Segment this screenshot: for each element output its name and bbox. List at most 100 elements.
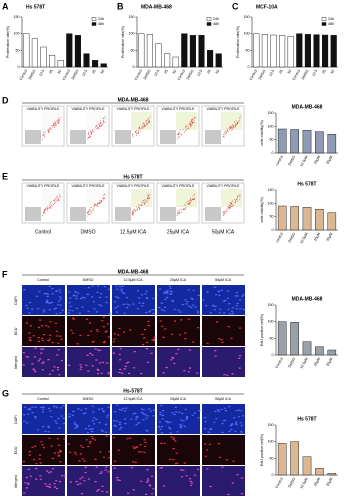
profile-label: VIABILITY PROFILE — [71, 184, 105, 188]
panel-letter: D — [2, 95, 9, 105]
y-tick-label: 150 — [244, 15, 250, 19]
y-tick-label: 0 — [133, 65, 135, 69]
y-axis-label: EdU positive cell(%) — [260, 314, 264, 346]
flow-dots — [132, 194, 151, 216]
gate-green — [41, 189, 62, 207]
legend-swatch — [91, 22, 97, 26]
profile-label: VIABILITY PROFILE — [116, 184, 150, 188]
x-tick-label: DMSO — [287, 155, 296, 167]
y-tick-label: 150 — [129, 15, 135, 19]
flow-dots — [132, 116, 151, 138]
bar — [327, 134, 337, 154]
cells — [159, 467, 200, 487]
x-tick-label: 12.5μM — [299, 232, 308, 244]
gate-green — [41, 112, 62, 130]
x-tick-label: 50 — [287, 69, 292, 74]
cells — [23, 467, 66, 494]
micro-image — [157, 316, 200, 346]
y-tick-label: 50 — [246, 48, 250, 52]
legend-swatch — [321, 17, 327, 21]
gate-grey — [205, 130, 221, 144]
panel-letter: G — [2, 388, 9, 398]
gate-grey — [25, 130, 41, 144]
x-tick-label: DMSO — [28, 69, 37, 81]
cells — [67, 285, 111, 315]
cells — [206, 321, 242, 344]
x-tick-label: 12.5 — [38, 69, 45, 77]
gate-grey — [205, 207, 221, 221]
panel-letter: B — [117, 1, 124, 11]
cells — [68, 405, 110, 434]
cells — [69, 466, 110, 495]
bar — [302, 341, 312, 356]
gate-green — [131, 189, 152, 207]
bar — [279, 35, 286, 68]
x-tick-label: DMSO — [258, 69, 267, 81]
gate-grey — [70, 130, 86, 144]
chart-title: MDA-MB-468 — [292, 104, 323, 110]
x-tick-label: Control — [292, 69, 301, 81]
cells — [22, 437, 66, 465]
cells — [157, 405, 201, 434]
legend-label: 48h — [328, 22, 334, 26]
bar — [66, 33, 73, 68]
chart-title: Hs 578T — [26, 4, 45, 10]
bar — [31, 38, 38, 68]
x-tick-label: 12.5 — [196, 69, 203, 77]
y-tick-label: 100 — [244, 32, 250, 36]
bar — [302, 456, 312, 476]
panel-letter: F — [2, 269, 8, 279]
x-tick-label: DMSO — [71, 69, 80, 81]
profile-label: VIABILITY PROFILE — [116, 107, 150, 111]
cells — [113, 285, 155, 315]
column-label: 25μM ICA — [170, 278, 187, 282]
gate-green — [86, 112, 107, 130]
x-tick-label: Control — [62, 69, 71, 81]
bar — [83, 53, 90, 68]
cells — [23, 405, 66, 433]
profile-label: VIABILITY PROFILE — [71, 107, 105, 111]
y-tick-label: 0 — [18, 65, 20, 69]
micro-image — [22, 435, 65, 465]
y-tick-label: 50 — [131, 48, 135, 52]
micro-image — [202, 435, 245, 465]
row-label: EDU — [14, 327, 18, 335]
y-tick-label: 50 — [270, 336, 274, 340]
bar — [164, 53, 171, 68]
y-tick-label: 0 — [272, 353, 274, 357]
legend-swatch — [206, 17, 212, 21]
cells — [112, 348, 153, 375]
bar — [270, 34, 277, 68]
y-tick-label: 150 — [268, 423, 274, 427]
bar — [290, 206, 299, 231]
y-axis-label: cells viability(%) — [260, 120, 264, 146]
column-label: 50μM ICA — [215, 278, 232, 282]
bar — [138, 33, 145, 68]
gate-grey — [160, 130, 176, 144]
x-tick-label: 50 — [100, 69, 105, 74]
bar — [57, 60, 64, 68]
gate-grey — [160, 207, 176, 221]
chart-title: Hs 578T — [297, 416, 316, 422]
y-tick-label: 100 — [268, 201, 274, 205]
profile-label: VIABILITY PROFILE — [26, 184, 60, 188]
bar — [330, 35, 337, 68]
bar — [74, 35, 81, 68]
legend-swatch — [91, 17, 97, 21]
gate-grey — [115, 130, 131, 144]
bar — [49, 55, 56, 68]
y-tick-label: 50 — [270, 138, 274, 142]
cells — [67, 348, 111, 375]
micro-image — [67, 435, 110, 465]
micro-title: MDA-MB-468 — [118, 269, 149, 275]
condition-label: 50μM ICA — [212, 229, 235, 235]
x-tick-label: 25 — [206, 69, 211, 74]
bar — [315, 468, 324, 476]
bar — [296, 33, 303, 68]
row-label: DAPI — [14, 415, 18, 423]
x-tick-label: 50 — [215, 69, 220, 74]
gate-green — [221, 112, 242, 130]
bar — [277, 205, 287, 231]
cells — [202, 286, 245, 315]
column-label: 25μM ICA — [170, 397, 187, 401]
